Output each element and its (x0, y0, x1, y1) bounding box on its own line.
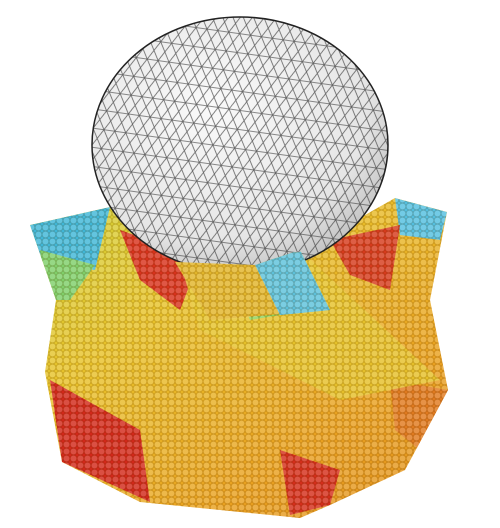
block-overlap (175, 250, 330, 320)
sphere-mesh (92, 17, 388, 273)
cyan-peak-texture (255, 250, 330, 315)
sphere (91, 16, 389, 274)
front-rim-texture (175, 262, 280, 320)
